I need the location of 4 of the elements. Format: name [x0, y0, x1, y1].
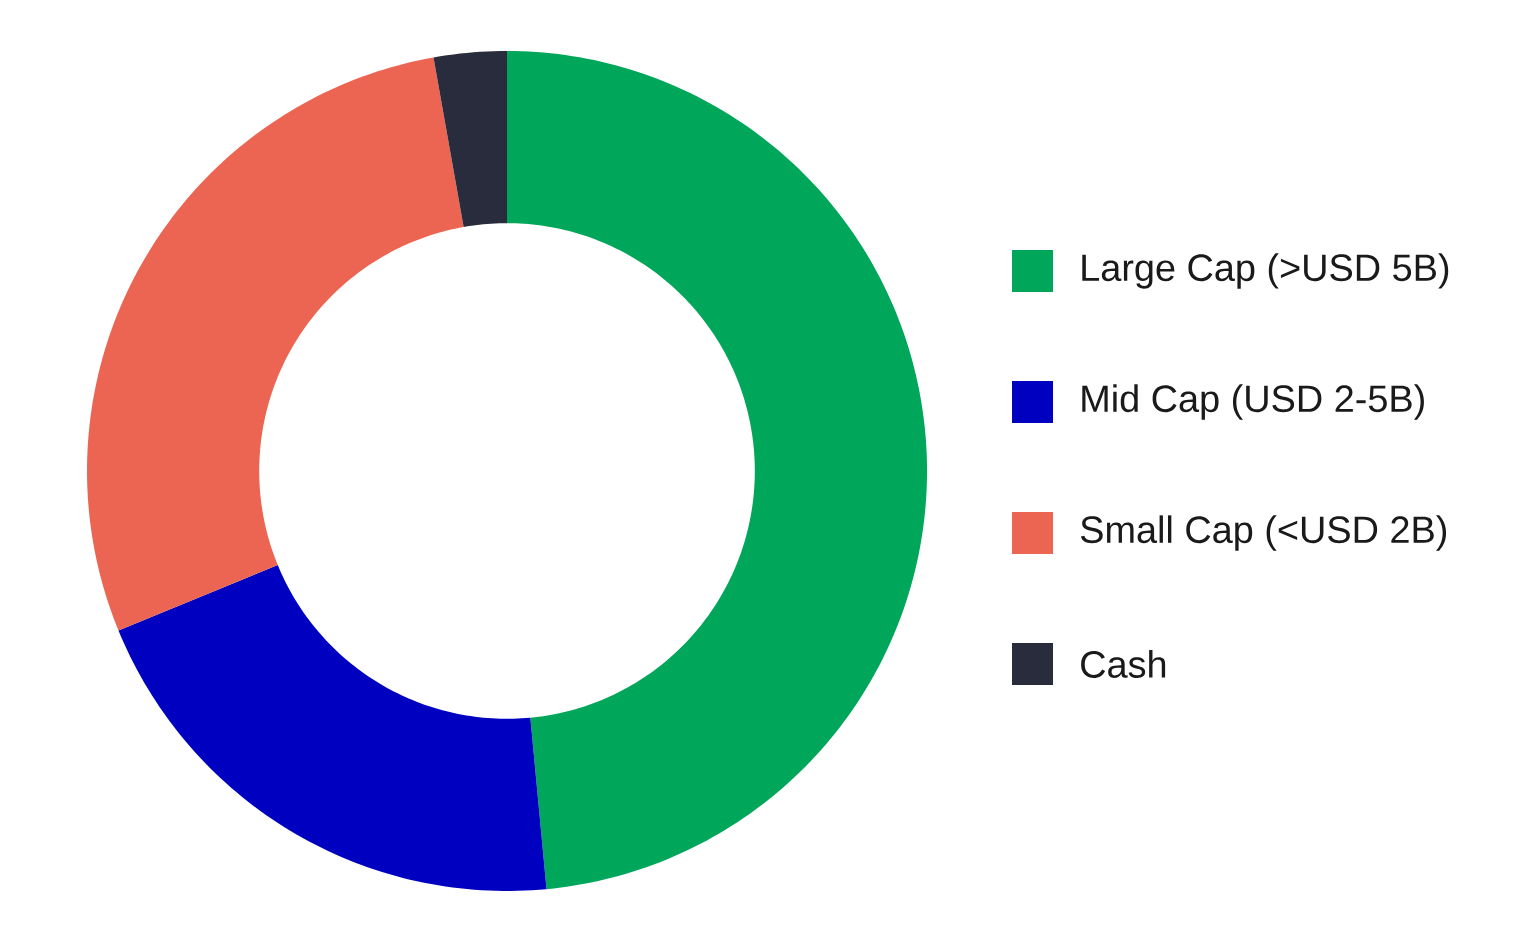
legend-label: Large Cap (>USD 5B)	[1082, 253, 1449, 289]
legend-label: Small Cap (<USD 2B)	[1080, 515, 1447, 551]
legend-label: Cash	[1081, 650, 1166, 678]
legend-label: Mid Cap (USD 2-5B)	[1082, 384, 1424, 420]
